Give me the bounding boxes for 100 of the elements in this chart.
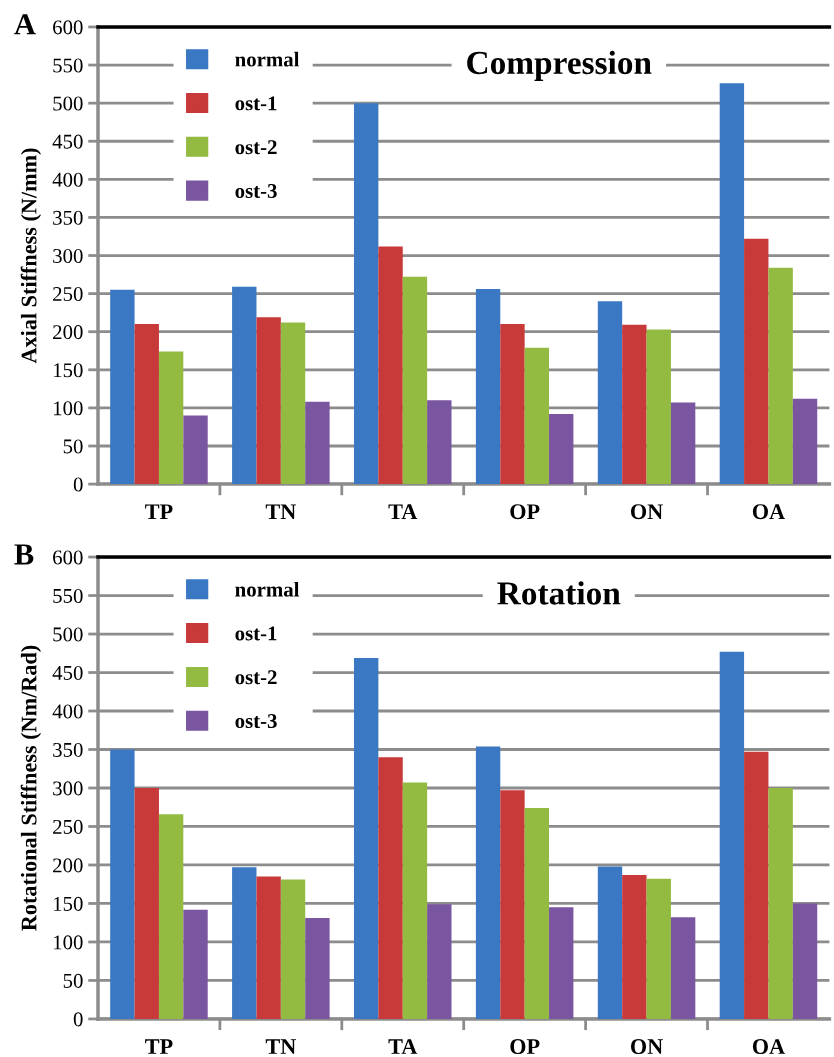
legend-label: ost-2: [235, 140, 277, 155]
x-tick-label: TP: [145, 1039, 173, 1054]
bar: [670, 402, 696, 485]
bar: [427, 904, 452, 1019]
x-tick-label: OP: [510, 1039, 540, 1055]
legend-label: ost-3: [235, 183, 277, 198]
bar: [622, 874, 647, 1019]
bar: [305, 401, 330, 485]
y-tick-label: 200: [53, 325, 83, 340]
y-axis-title: Axial Stiffness (N/mm): [20, 148, 42, 364]
bar: [305, 918, 330, 1019]
y-tick-label: 200: [53, 858, 83, 873]
legend-label: normal: [235, 51, 300, 67]
y-tick-label: 300: [53, 248, 83, 263]
bar: [402, 782, 428, 1019]
bar: [110, 289, 135, 485]
bar: [110, 749, 135, 1019]
x-tick-label: OA: [752, 504, 785, 520]
bar: [744, 751, 769, 1019]
bar: [280, 322, 306, 485]
bar: [646, 878, 671, 1019]
text: Rotation: [497, 581, 621, 605]
y-tick-label: 150: [53, 363, 83, 378]
bar: [158, 814, 184, 1019]
y-tick-label: 300: [53, 781, 83, 796]
bar: [646, 329, 671, 485]
bar: [427, 400, 452, 485]
y-tick-label: 600: [53, 20, 83, 35]
legend-label: ost-3: [235, 714, 277, 729]
x-tick-label: TA: [388, 1039, 418, 1054]
y-tick-label: 600: [53, 550, 83, 565]
bar: [768, 787, 793, 1019]
x-tick-label: TA: [388, 504, 418, 519]
text: B: [14, 544, 34, 565]
y-tick-label: 250: [53, 287, 83, 302]
y-tick-label: 500: [53, 627, 83, 642]
x-tick-label: ON: [630, 1039, 663, 1055]
x-tick-label: TN: [265, 1039, 296, 1054]
bar: [597, 301, 623, 485]
bar: [256, 317, 281, 485]
bar: [744, 238, 769, 485]
y-tick-label: 50: [63, 439, 83, 454]
y-tick-label: 50: [63, 973, 83, 988]
text: A: [14, 14, 36, 35]
y-tick-label: 350: [53, 742, 83, 757]
y-tick-label: 550: [53, 588, 83, 603]
bar: [670, 917, 696, 1019]
legend-label: normal: [235, 581, 300, 597]
bar: [597, 866, 623, 1019]
y-tick-label: 450: [52, 134, 83, 149]
bar: [792, 398, 818, 485]
y-tick-label: 250: [53, 819, 83, 834]
bar: [475, 289, 501, 485]
bar: [378, 246, 403, 485]
bar: [768, 267, 793, 485]
bar: [183, 909, 208, 1019]
x-tick-label: OA: [752, 1039, 785, 1055]
y-tick-label: 0: [73, 1012, 83, 1027]
bar: [232, 286, 257, 485]
y-tick-label: 100: [53, 401, 83, 416]
y-tick-label: 100: [53, 935, 83, 950]
bar: [549, 414, 574, 485]
y-tick-label: 400: [52, 704, 83, 719]
bar: [134, 324, 159, 485]
x-tick-label: ON: [630, 504, 663, 520]
bar: [549, 907, 574, 1019]
y-tick-label: 500: [53, 96, 83, 111]
y-tick-label: 0: [73, 477, 83, 492]
text: Compression: [467, 50, 652, 81]
bar: [475, 746, 501, 1019]
y-tick-label: 400: [52, 172, 83, 187]
legend-label: ost-2: [235, 670, 277, 685]
bar: [792, 903, 818, 1019]
bar: [183, 415, 208, 485]
bar: [134, 787, 159, 1019]
y-tick-label: 350: [53, 210, 83, 225]
bar: [232, 867, 257, 1019]
y-tick-label: 150: [53, 896, 83, 911]
bar: [378, 757, 403, 1019]
bar: [256, 876, 281, 1019]
bar: [500, 790, 525, 1019]
bar: [719, 83, 745, 485]
bar: [280, 879, 306, 1019]
bar: [524, 808, 550, 1019]
bar: [158, 351, 184, 485]
bar: [622, 324, 647, 485]
y-tick-label: 450: [52, 665, 83, 680]
x-tick-label: TN: [265, 504, 296, 519]
y-tick-label: 550: [53, 58, 83, 73]
x-tick-label: OP: [510, 504, 540, 520]
bar: [719, 651, 745, 1019]
y-axis-title: Rotational Stiffness (Nm/Rad): [20, 645, 42, 931]
bar: [353, 657, 379, 1019]
legend-label: ost-1: [235, 626, 277, 641]
bar: [353, 103, 379, 485]
x-tick-label: TP: [145, 504, 173, 519]
legend-label: ost-1: [235, 96, 277, 111]
bar: [500, 324, 525, 485]
bar: [402, 276, 428, 485]
bar: [524, 347, 550, 485]
